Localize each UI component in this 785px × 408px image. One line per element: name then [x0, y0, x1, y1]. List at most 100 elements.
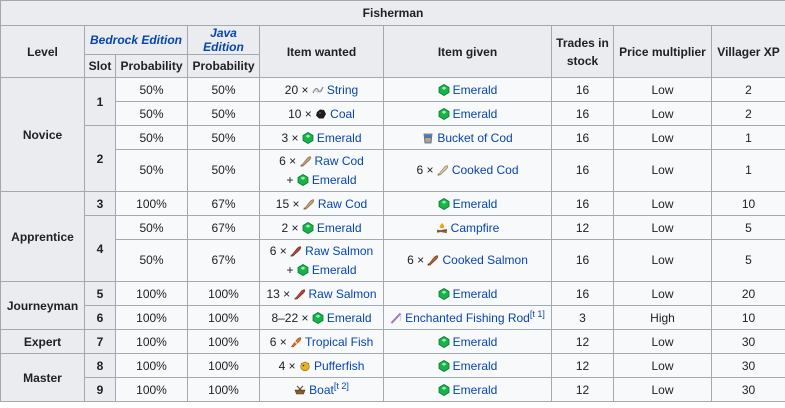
item-link-emerald[interactable]: Emerald: [452, 382, 498, 397]
item-link-campfire[interactable]: Campfire: [450, 220, 500, 235]
java-edition-header[interactable]: Java Edition: [187, 25, 260, 55]
item-link-tropical-fish[interactable]: Tropical Fish: [305, 334, 374, 349]
quantity: 15 ×: [275, 196, 300, 211]
emerald-icon: [438, 360, 450, 372]
item-link-emerald[interactable]: Emerald: [311, 262, 357, 277]
item-link-string[interactable]: String: [326, 82, 359, 97]
item-wanted: 8–22 × Emerald: [259, 305, 384, 330]
item-link-emerald[interactable]: Emerald: [452, 358, 498, 373]
item-link-raw-cod[interactable]: Raw Cod: [317, 196, 368, 211]
trades-in-stock-line-2: stock: [566, 53, 599, 68]
item-link-coal[interactable]: Coal: [330, 106, 355, 121]
item-link-boat[interactable]: Boat: [309, 382, 334, 397]
plus-sign: +: [286, 262, 294, 277]
trades-in-stock: 12: [551, 353, 614, 378]
item-wanted: 3 × Emerald: [259, 125, 384, 150]
item-wanted: Boat[t 2]: [259, 377, 384, 402]
item-link-emerald[interactable]: Emerald: [316, 220, 362, 235]
bedrock-probability: 50%: [115, 101, 188, 126]
coal-icon: [315, 108, 327, 120]
bedrock-edition-link[interactable]: Bedrock Edition: [89, 33, 182, 47]
footnote-t1[interactable]: [t 1]: [529, 308, 545, 319]
price-multiplier: Low: [613, 281, 712, 306]
item-wanted: 20 × String: [259, 77, 384, 102]
item-link-emerald[interactable]: Emerald: [452, 334, 498, 349]
bucket-of-cod-icon: [422, 132, 434, 144]
quantity: 6 ×: [407, 253, 425, 267]
emerald-icon: [438, 288, 450, 300]
trades-in-stock: 16: [551, 125, 614, 150]
java-edition-link[interactable]: Java Edition: [203, 26, 244, 54]
emerald-icon: [302, 132, 314, 144]
item-given: Bucket of Cod: [383, 125, 552, 150]
quantity: 6 ×: [269, 243, 287, 258]
item-link-emerald[interactable]: Emerald: [452, 196, 498, 211]
java-probability: 67%: [187, 239, 260, 282]
slot-cell: 3: [84, 191, 116, 216]
quantity: 8–22 ×: [271, 310, 309, 325]
item-link-emerald[interactable]: Emerald: [326, 310, 372, 325]
level-header: Level: [0, 25, 85, 78]
bedrock-edition-header[interactable]: Bedrock Edition: [84, 25, 188, 55]
item-link-emerald[interactable]: Emerald: [311, 172, 357, 187]
item-link-raw-cod[interactable]: Raw Cod: [314, 153, 364, 168]
villager-xp: 5: [710, 215, 785, 240]
villager-xp: 1: [710, 125, 785, 150]
item-link-emerald[interactable]: Emerald: [452, 106, 498, 121]
emerald-icon: [312, 312, 324, 324]
quantity: 4 ×: [278, 358, 296, 373]
campfire-icon: [436, 222, 448, 234]
level-master: Master: [0, 353, 85, 402]
item-link-enchanted-fishing-rod[interactable]: Enchanted Fishing Rod: [405, 310, 530, 325]
table-row: Novice 1 50% 50% 20 × String Emerald 1 6 …: [0, 77, 785, 192]
item-link-pufferfish[interactable]: Pufferfish: [313, 358, 365, 373]
bedrock-probability: 100%: [115, 329, 188, 354]
item-given: 6 × Cooked Cod: [383, 149, 552, 192]
table-row: 50% 67% 6 × Raw Salmon + Emerald 6 × Cook…: [1, 239, 785, 282]
trades-in-stock: 16: [551, 191, 614, 216]
item-wanted: 6 × Tropical Fish: [259, 329, 384, 354]
item-link-emerald[interactable]: Emerald: [452, 286, 498, 301]
table-row: Master 8 100% 100% 4 × Pufferfish Emeral…: [0, 353, 785, 402]
trades-in-stock: 12: [551, 215, 614, 240]
price-multiplier: Low: [613, 215, 712, 240]
price-multiplier: Low: [613, 125, 712, 150]
item-link-cooked-cod[interactable]: Cooked Cod: [451, 163, 519, 177]
item-link-cooked-salmon[interactable]: Cooked Salmon: [442, 253, 528, 267]
raw-salmon-icon: [294, 288, 306, 300]
level-journeyman: Journeyman: [0, 281, 85, 330]
villager-xp: 30: [710, 353, 785, 378]
slot-cell: 9: [84, 377, 116, 402]
trades-in-stock: 12: [551, 377, 614, 402]
item-link-raw-salmon[interactable]: Raw Salmon: [308, 286, 377, 301]
item-link-bucket-of-cod[interactable]: Bucket of Cod: [437, 130, 513, 145]
trades-in-stock: 3: [551, 305, 614, 330]
level-apprentice: Apprentice: [0, 191, 85, 282]
villager-xp: 10: [710, 191, 785, 216]
item-given: Campfire: [383, 215, 552, 240]
villager-xp: 5: [710, 239, 785, 282]
java-probability: 100%: [187, 305, 260, 330]
bedrock-probability: 100%: [115, 305, 188, 330]
bedrock-probability: 50%: [115, 239, 188, 282]
quantity: 3 ×: [281, 130, 299, 145]
cooked-cod-icon: [437, 164, 449, 176]
table-row: 9 100% 100% Boat[t 2] Emerald 12 Low 30: [1, 377, 785, 402]
price-multiplier-header: Price multiplier: [613, 25, 712, 78]
trades-in-stock: 12: [551, 329, 614, 354]
item-link-raw-salmon[interactable]: Raw Salmon: [305, 243, 374, 258]
pufferfish-icon: [299, 360, 311, 372]
footnote-t2[interactable]: [t 2]: [333, 380, 349, 391]
price-multiplier: Low: [613, 149, 712, 192]
item-link-emerald[interactable]: Emerald: [316, 130, 362, 145]
price-multiplier: Low: [613, 77, 712, 102]
bedrock-probability: 100%: [115, 353, 188, 378]
item-link-emerald[interactable]: Emerald: [452, 82, 498, 97]
emerald-icon: [438, 108, 450, 120]
bedrock-probability: 50%: [115, 125, 188, 150]
java-probability: 100%: [187, 353, 260, 378]
emerald-icon: [297, 174, 309, 186]
raw-salmon-icon: [290, 245, 302, 257]
emerald-icon: [297, 264, 309, 276]
